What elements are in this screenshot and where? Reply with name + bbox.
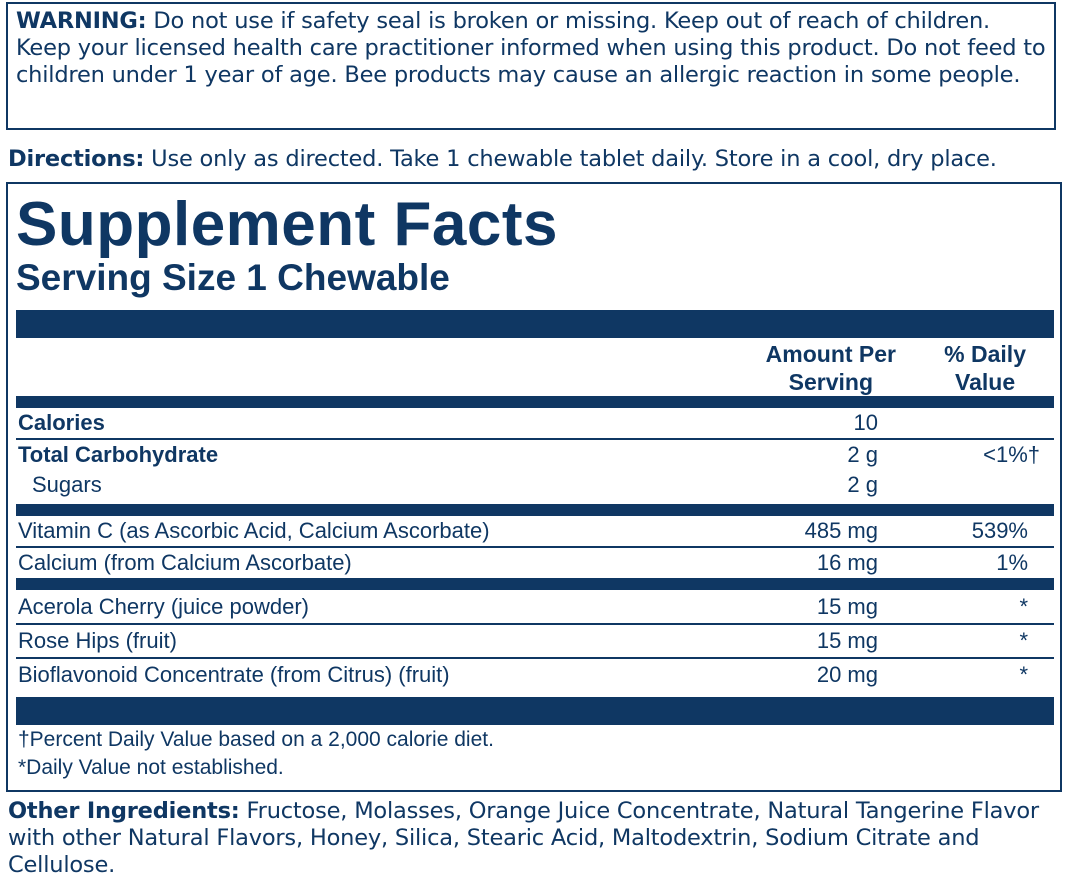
row-name: Rose Hips (fruit) bbox=[18, 628, 177, 653]
directions-label: Directions: bbox=[8, 146, 145, 172]
other-ingredients: Other Ingredients: Fructose, Molasses, O… bbox=[8, 798, 1068, 879]
header-amount: Amount Per Serving bbox=[766, 340, 896, 396]
divider-bar bbox=[16, 504, 1054, 516]
facts-title: Supplement Facts bbox=[16, 190, 558, 259]
supplement-facts-panel: Supplement Facts Serving Size 1 Chewable… bbox=[6, 182, 1062, 792]
table-row: Vitamin C (as Ascorbic Acid, Calcium Asc… bbox=[16, 516, 1054, 546]
row-name: Calcium (from Calcium Ascorbate) bbox=[18, 550, 352, 575]
row-name: Sugars bbox=[32, 472, 102, 497]
facts-table: Amount Per Serving % Daily Value Calories 1… bbox=[16, 310, 1054, 725]
footnote-not-established: *Daily Value not established. bbox=[18, 756, 284, 779]
divider-line bbox=[16, 546, 1054, 548]
row-amount: 2 g bbox=[847, 442, 878, 467]
divider-line bbox=[16, 657, 1054, 659]
directions: Directions: Use only as directed. Take 1… bbox=[8, 144, 997, 174]
divider-line bbox=[16, 623, 1054, 625]
divider-line bbox=[16, 438, 1054, 440]
header-amount-line1: Amount Per bbox=[765, 341, 896, 367]
divider-bar bbox=[16, 578, 1054, 590]
row-amount: 15 mg bbox=[816, 628, 878, 653]
footnote-daily-value: †Percent Daily Value based on a 2,000 ca… bbox=[18, 728, 494, 751]
row-amount: 2 g bbox=[847, 472, 878, 497]
header-dv-line1: % Daily bbox=[944, 341, 1026, 367]
table-row: Calcium (from Calcium Ascorbate) 16 mg 1% bbox=[16, 548, 1054, 578]
serving-size: Serving Size 1 Chewable bbox=[16, 257, 450, 298]
row-dv: 1% bbox=[996, 550, 1028, 575]
footnotes: †Percent Daily Value based on a 2,000 ca… bbox=[18, 726, 494, 782]
warning-text: Do not use if safety seal is broken or m… bbox=[16, 8, 1046, 88]
table-row: Calories 10 bbox=[16, 408, 1054, 438]
table-header: Amount Per Serving % Daily Value bbox=[16, 338, 1054, 396]
row-name: Total Carbohydrate bbox=[18, 442, 219, 467]
row-amount: 15 mg bbox=[816, 594, 878, 619]
header-dv: % Daily Value bbox=[944, 340, 1026, 396]
row-name: Bioflavonoid Concentrate (from Citrus) (… bbox=[18, 662, 450, 687]
row-name: Calories bbox=[18, 410, 105, 435]
header-amount-line2: Serving bbox=[788, 369, 874, 395]
row-name: Vitamin C (as Ascorbic Acid, Calcium Asc… bbox=[18, 518, 490, 543]
other-ingredients-label: Other Ingredients: bbox=[8, 798, 240, 824]
row-dv: 539% bbox=[971, 518, 1028, 543]
table-row: Sugars 2 g bbox=[16, 470, 1054, 500]
row-name: Acerola Cherry (juice powder) bbox=[18, 594, 309, 619]
divider-bar bbox=[16, 396, 1054, 408]
table-row: Total Carbohydrate 2 g <1%† bbox=[16, 440, 1054, 470]
row-amount: 20 mg bbox=[816, 662, 878, 687]
divider-bar bbox=[16, 310, 1054, 338]
header-dv-line2: Value bbox=[955, 369, 1016, 395]
row-dv: <1%† bbox=[983, 442, 1040, 467]
table-row: Bioflavonoid Concentrate (from Citrus) (… bbox=[16, 659, 1054, 693]
warning-box: WARNING: Do not use if safety seal is br… bbox=[6, 2, 1056, 130]
table-row: Acerola Cherry (juice powder) 15 mg * bbox=[16, 590, 1054, 623]
row-amount: 16 mg bbox=[816, 550, 878, 575]
row-dv: * bbox=[1019, 628, 1028, 653]
row-dv: * bbox=[1019, 594, 1028, 619]
table-row: Rose Hips (fruit) 15 mg * bbox=[16, 625, 1054, 657]
directions-text: Use only as directed. Take 1 chewable ta… bbox=[144, 146, 997, 172]
divider-bar bbox=[16, 697, 1054, 725]
row-dv: * bbox=[1019, 662, 1028, 687]
row-amount: 485 mg bbox=[804, 518, 878, 543]
warning-label: WARNING: bbox=[16, 8, 147, 34]
row-amount: 10 bbox=[853, 410, 878, 435]
other-ingredients-text: Fructose, Molasses, Orange Juice Concent… bbox=[8, 798, 1039, 878]
